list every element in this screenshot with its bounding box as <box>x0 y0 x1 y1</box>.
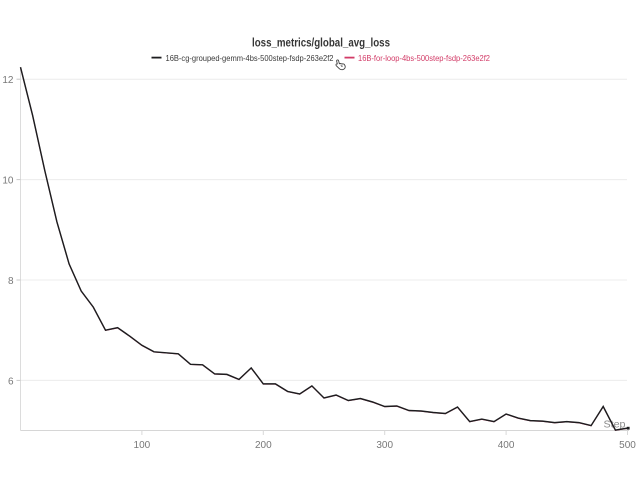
svg-text:16B-for-loop-4bs-500step-fsdp-: 16B-for-loop-4bs-500step-fsdp-263e2f2 <box>358 54 491 63</box>
svg-text:6: 6 <box>8 376 14 387</box>
svg-text:loss_metrics/global_avg_loss: loss_metrics/global_avg_loss <box>252 35 390 49</box>
svg-text:300: 300 <box>376 440 393 451</box>
svg-text:12: 12 <box>2 75 14 86</box>
svg-text:200: 200 <box>255 440 272 451</box>
svg-text:8: 8 <box>8 276 14 287</box>
svg-text:500: 500 <box>619 440 636 451</box>
svg-text:Step: Step <box>604 420 626 431</box>
svg-text:400: 400 <box>498 440 515 451</box>
svg-text:16B-cg-grouped-gemm-4bs-500ste: 16B-cg-grouped-gemm-4bs-500step-fsdp-263… <box>166 54 335 63</box>
svg-text:10: 10 <box>2 176 14 187</box>
svg-text:100: 100 <box>134 440 151 451</box>
